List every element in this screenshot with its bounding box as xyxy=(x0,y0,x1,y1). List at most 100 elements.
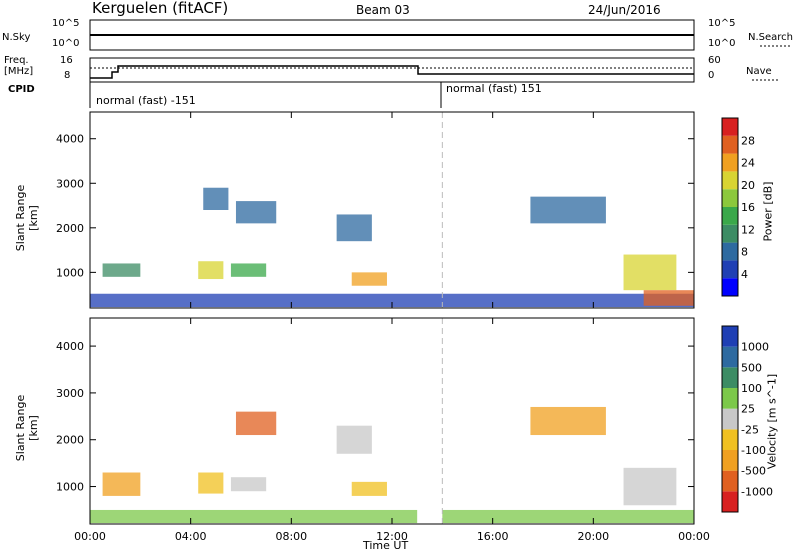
colorbar-cell xyxy=(722,491,738,512)
y-tick-label: 2000 xyxy=(56,222,84,235)
colorbar-cell xyxy=(722,346,738,368)
colorbar-tick-label: 500 xyxy=(741,361,762,374)
data-region xyxy=(198,261,224,280)
nsky-label: N.Sky xyxy=(2,32,31,43)
data-region xyxy=(623,254,677,291)
power-panel: 1000 2000 3000 4000 4 8 12 16 20 24 28 xyxy=(56,111,755,309)
colorbar-cell xyxy=(722,450,738,471)
cpid-segment-1: normal (fast) -151 xyxy=(96,94,196,107)
data-region xyxy=(351,481,387,496)
colorbar-tick-label: 28 xyxy=(741,134,755,147)
power-ylabel: Slant Range [km] xyxy=(14,184,40,252)
y-tick-label: 1000 xyxy=(56,266,84,279)
x-tick-label: 16:00 xyxy=(477,530,509,543)
y-tick-label: 3000 xyxy=(56,177,84,190)
x-tick-label: 08:00 xyxy=(275,530,307,543)
colorbar-tick-label: 16 xyxy=(741,201,755,214)
x-tick-label: 20:00 xyxy=(577,530,609,543)
nave-tick-low: 0 xyxy=(708,70,715,81)
freq-label: Freq. xyxy=(4,55,29,66)
station-title: Kerguelen (fitACF) xyxy=(92,0,229,17)
colorbar-tick-label: 12 xyxy=(741,223,755,236)
velocity-ylabel: Slant Range [km] xyxy=(14,394,40,462)
colorbar-cell xyxy=(722,118,738,136)
colorbar-cell xyxy=(722,189,738,207)
y-tick-label: 2000 xyxy=(56,434,84,447)
colorbar-tick-label: 20 xyxy=(741,179,755,192)
freq-panel-frame xyxy=(89,57,695,83)
velocity-xlabel: Time UT xyxy=(363,539,409,552)
colorbar-cell xyxy=(722,171,738,190)
colorbar-tick-label: 100 xyxy=(741,382,762,395)
date-label: 24/Jun/2016 xyxy=(588,3,661,17)
x-tick-label: 00:00 xyxy=(678,530,710,543)
freq-tick-high: 16 xyxy=(60,55,73,66)
data-region xyxy=(336,214,372,242)
nsearch-tick-high: 10^5 xyxy=(708,18,736,29)
colorbar-cell xyxy=(722,207,738,225)
colorbar-cell xyxy=(722,367,738,388)
data-region xyxy=(203,187,229,210)
data-region xyxy=(336,425,372,454)
colorbar-tick-label: 1000 xyxy=(741,341,769,354)
velocity-panel: 1000 2000 3000 4000 00:00 04:00 08:00 12:00 16:0… xyxy=(56,317,773,543)
x-tick-label: 12:00 xyxy=(376,530,408,543)
colorbar-cell xyxy=(722,260,738,279)
cpid-segment-2: normal (fast) 151 xyxy=(446,82,542,95)
data-region xyxy=(102,263,141,277)
velocity-colorbar-label: Velocity [m s^-1] xyxy=(765,373,779,470)
colorbar-cell xyxy=(722,242,738,261)
data-region xyxy=(530,196,606,224)
colorbar-tick-label: -500 xyxy=(741,465,766,478)
colorbar-frame xyxy=(721,325,739,513)
data-region xyxy=(230,477,267,492)
data-region xyxy=(90,509,418,524)
freq-unit: [MHz] xyxy=(4,66,34,77)
data-region xyxy=(90,293,694,308)
colorbar-frame xyxy=(721,117,739,297)
colorbar-tick-label: -25 xyxy=(741,423,759,436)
colorbar-tick-label: 24 xyxy=(741,157,755,170)
y-tick-label: 3000 xyxy=(56,387,84,400)
nsearch-tick-low: 10^0 xyxy=(708,38,736,49)
data-region xyxy=(198,472,224,494)
x-tick-label: 00:00 xyxy=(74,530,106,543)
colorbar-cell xyxy=(722,470,738,492)
data-region xyxy=(530,406,606,436)
colorbar-tick-label: 25 xyxy=(741,403,755,416)
y-tick-label: 4000 xyxy=(56,340,84,353)
colorbar-cell xyxy=(722,135,738,154)
x-tick-label: 04:00 xyxy=(175,530,207,543)
colorbar-cell xyxy=(722,408,738,430)
data-region xyxy=(442,509,694,524)
y-tick-label: 4000 xyxy=(56,133,84,146)
data-region xyxy=(235,411,277,436)
data-region xyxy=(235,201,277,224)
colorbar-cell xyxy=(722,153,738,172)
colorbar-cell xyxy=(722,388,738,409)
colorbar-cell xyxy=(722,326,738,347)
colorbar-tick-label: 4 xyxy=(741,268,748,281)
data-region xyxy=(643,290,694,306)
data-region xyxy=(102,472,141,496)
freq-trace xyxy=(90,65,694,79)
data-region xyxy=(351,272,387,286)
y-tick-label: 1000 xyxy=(56,481,84,494)
power-colorbar-label: Power [dB] xyxy=(761,181,775,242)
colorbar-tick-label: -1000 xyxy=(741,485,773,498)
data-region xyxy=(623,467,677,506)
beam-label: Beam 03 xyxy=(356,3,410,17)
colorbar-tick-label: -100 xyxy=(741,444,766,457)
freq-tick-low: 8 xyxy=(64,70,71,81)
cpid-label: CPID xyxy=(8,84,35,95)
nsearch-label: N.Search xyxy=(748,32,794,43)
nsky-tick-low: 10^0 xyxy=(52,38,80,49)
nave-label: Nave xyxy=(746,66,772,77)
nave-tick-high: 60 xyxy=(708,55,721,66)
colorbar-cell xyxy=(722,429,738,450)
nsky-tick-high: 10^5 xyxy=(52,18,80,29)
colorbar-tick-label: 8 xyxy=(741,246,748,259)
colorbar-cell xyxy=(722,278,738,296)
colorbar-cell xyxy=(722,224,738,243)
